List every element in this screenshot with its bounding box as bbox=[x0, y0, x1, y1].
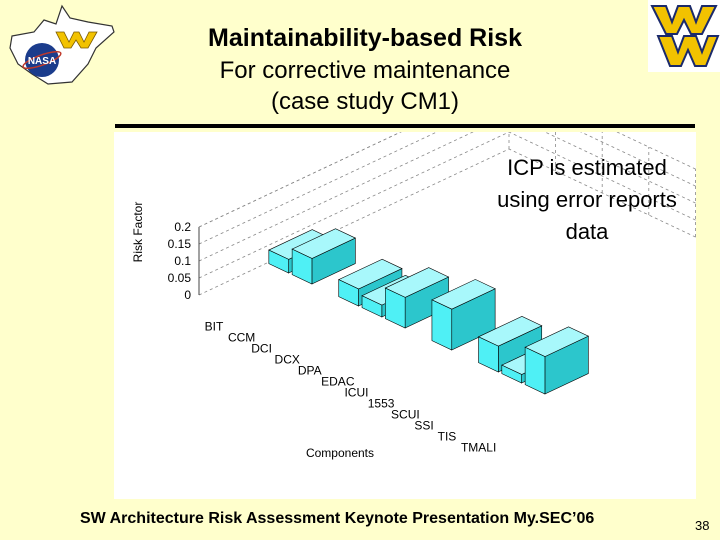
title-line-2: For corrective maintenance bbox=[150, 55, 580, 86]
x-axis-label: Components bbox=[306, 446, 374, 460]
note-line-2: using error reports bbox=[484, 184, 690, 216]
wv-university-logo bbox=[648, 0, 720, 72]
x-tick-label: BIT bbox=[205, 320, 224, 334]
icp-note: ICP is estimated using error reports dat… bbox=[484, 152, 690, 248]
title-line-3: (case study CM1) bbox=[150, 86, 580, 117]
note-line-3: data bbox=[484, 216, 690, 248]
x-tick-label: DCX bbox=[275, 353, 300, 367]
x-tick-label: ICUI bbox=[344, 386, 368, 400]
y-tick-label: 0 bbox=[184, 288, 191, 302]
title-line-1: Maintainability-based Risk bbox=[150, 22, 580, 55]
x-tick-label: SSI bbox=[414, 419, 433, 433]
x-tick-label: TIS bbox=[438, 430, 457, 444]
wv-state-nasa-logo: NASA bbox=[4, 2, 120, 88]
title-divider bbox=[115, 124, 695, 128]
x-tick-label: DPA bbox=[298, 364, 322, 378]
x-tick-label: DCI bbox=[251, 342, 272, 356]
slide-title: Maintainability-based Risk For correctiv… bbox=[150, 22, 580, 117]
y-tick-label: 0.15 bbox=[168, 237, 192, 251]
y-tick-label: 0.2 bbox=[174, 220, 191, 234]
y-tick-label: 0.1 bbox=[174, 254, 191, 268]
svg-text:NASA: NASA bbox=[28, 56, 56, 67]
y-axis-label: Risk Factor bbox=[131, 202, 145, 263]
note-line-1: ICP is estimated bbox=[484, 152, 690, 184]
x-tick-label: TMALI bbox=[461, 441, 496, 455]
page-number: 38 bbox=[695, 518, 709, 533]
footer-text: SW Architecture Risk Assessment Keynote … bbox=[80, 510, 594, 528]
grid-line bbox=[199, 132, 509, 227]
y-tick-label: 0.05 bbox=[168, 271, 192, 285]
